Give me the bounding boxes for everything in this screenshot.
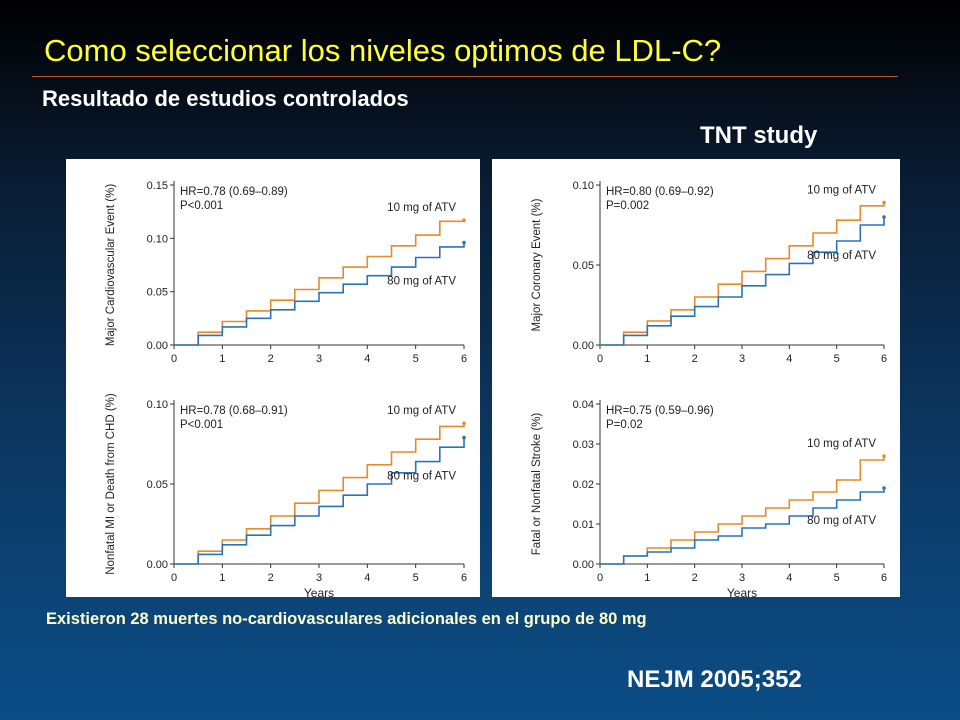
y-tick-label: 0.04 — [573, 399, 594, 411]
chart-nonfatal-mi-or-chd-death: 0.00 0.05 0.10 0 1 2 3 4 5 6 Nonfatal MI or Death … — [105, 393, 467, 597]
series-line-80mg — [600, 217, 885, 346]
citation: NEJM 2005;352 — [627, 666, 802, 693]
title-divider — [32, 76, 898, 77]
x-tick-label: 0 — [597, 353, 603, 365]
y-tick-label: 0.01 — [573, 519, 594, 531]
x-tick-label: 1 — [644, 353, 650, 365]
series-label-10mg: 10 mg of ATV — [807, 438, 876, 450]
y-tick-label: 0.10 — [147, 233, 168, 245]
x-tick-label: 6 — [881, 572, 887, 584]
series-end-marker-10mg — [882, 454, 886, 458]
x-tick-label: 4 — [364, 572, 370, 584]
x-axis-label: Years — [304, 586, 334, 597]
series-line-10mg — [174, 423, 465, 565]
x-tick-label: 4 — [786, 572, 792, 584]
x-tick-label: 2 — [692, 353, 698, 365]
series-end-marker-10mg — [462, 218, 466, 222]
x-tick-label: 4 — [786, 353, 792, 365]
series-end-marker-10mg — [462, 421, 466, 425]
annotation-line: HR=0.75 (0.59–0.96) — [606, 405, 714, 417]
series-line-80mg — [174, 437, 465, 565]
x-tick-label: 3 — [739, 353, 745, 365]
y-tick-label: 0.00 — [147, 559, 168, 571]
series-label-80mg: 80 mg of ATV — [387, 276, 456, 288]
series-label-10mg: 10 mg of ATV — [387, 202, 456, 214]
y-axis-label: Major Cardiovascular Event (%) — [105, 184, 117, 347]
x-tick-label: 2 — [692, 572, 698, 584]
y-tick-label: 0.05 — [573, 260, 594, 272]
y-tick-label: 0.00 — [573, 559, 594, 571]
x-tick-label: 5 — [413, 572, 419, 584]
chart-panel-right: 0.00 0.05 0.10 0 1 2 3 4 5 6 Major Coronary Event … — [492, 159, 900, 597]
x-tick-label: 2 — [268, 353, 274, 365]
series-end-marker-10mg — [882, 200, 886, 205]
series-end-marker-80mg — [882, 486, 886, 490]
x-tick-label: 3 — [316, 572, 322, 584]
chart-stroke: 0.00 0.01 0.02 0.03 0.04 0 1 2 3 4 5 6 Fatal or Nonf… — [531, 399, 887, 597]
series-end-marker-80mg — [462, 240, 466, 245]
annotation-line: P<0.001 — [180, 419, 223, 431]
slide-title: Como seleccionar los niveles optimos de … — [44, 33, 722, 68]
y-axis-label: Fatal or Nonfatal Stroke (%) — [531, 413, 543, 556]
annotation-line: HR=0.78 (0.68–0.91) — [180, 405, 288, 417]
chart-major-cardiovascular-event: 0.00 0.05 0.10 0.15 0 1 2 3 4 5 6 Major Cardiovascu… — [105, 180, 467, 365]
annotation-line: P=0.002 — [606, 200, 649, 212]
x-tick-label: 1 — [644, 572, 650, 584]
series-label-10mg: 10 mg of ATV — [807, 185, 876, 197]
x-tick-label: 3 — [316, 353, 322, 365]
series-line-80mg — [174, 242, 465, 346]
x-tick-label: 1 — [219, 572, 225, 584]
series-end-marker-80mg — [462, 435, 466, 440]
annotation-line: P=0.02 — [606, 419, 643, 431]
x-axis-label: Years — [727, 586, 757, 597]
y-tick-label: 0.03 — [573, 439, 594, 451]
x-tick-label: 5 — [834, 353, 840, 365]
series-line-10mg — [600, 202, 885, 346]
y-tick-label: 0.00 — [147, 340, 168, 352]
chart-major-coronary-event: 0.00 0.05 0.10 0 1 2 3 4 5 6 Major Coronary Event … — [531, 180, 887, 365]
series-line-10mg — [600, 456, 885, 565]
x-tick-label: 0 — [171, 572, 177, 584]
series-line-10mg — [174, 220, 465, 346]
y-axis-label: Nonfatal MI or Death from CHD (%) — [105, 393, 117, 575]
x-tick-label: 4 — [364, 353, 370, 365]
y-axis-label: Major Coronary Event (%) — [531, 198, 543, 331]
y-tick-label: 0.02 — [573, 479, 594, 491]
study-label: TNT study — [700, 122, 818, 149]
footnote: Existieron 28 muertes no-cardiovasculare… — [46, 610, 647, 628]
annotation-line: HR=0.78 (0.69–0.89) — [180, 186, 288, 198]
x-tick-label: 6 — [461, 353, 467, 365]
x-tick-label: 6 — [881, 353, 887, 365]
x-tick-label: 2 — [268, 572, 274, 584]
y-tick-label: 0.05 — [147, 479, 168, 491]
series-line-80mg — [600, 488, 885, 565]
series-label-10mg: 10 mg of ATV — [387, 405, 456, 417]
annotation-line: HR=0.80 (0.69–0.92) — [606, 186, 714, 198]
x-tick-label: 5 — [834, 572, 840, 584]
x-tick-label: 0 — [597, 572, 603, 584]
x-tick-label: 6 — [461, 572, 467, 584]
y-tick-label: 0.05 — [147, 287, 168, 299]
series-label-80mg: 80 mg of ATV — [807, 515, 876, 527]
y-tick-label: 0.10 — [573, 180, 594, 192]
x-tick-label: 1 — [219, 353, 225, 365]
y-tick-label: 0.15 — [147, 180, 168, 192]
x-tick-label: 3 — [739, 572, 745, 584]
y-tick-label: 0.10 — [147, 399, 168, 411]
x-tick-label: 0 — [171, 353, 177, 365]
series-end-marker-80mg — [882, 215, 886, 219]
chart-panel-left: 0.00 0.05 0.10 0.15 0 1 2 3 4 5 6 Major Cardiovascu… — [66, 159, 480, 597]
annotation-line: P<0.001 — [180, 200, 223, 212]
series-label-80mg: 80 mg of ATV — [387, 471, 456, 483]
y-tick-label: 0.00 — [573, 340, 594, 352]
x-tick-label: 5 — [413, 353, 419, 365]
series-label-80mg: 80 mg of ATV — [807, 250, 876, 262]
slide-subtitle: Resultado de estudios controlados — [42, 86, 409, 111]
